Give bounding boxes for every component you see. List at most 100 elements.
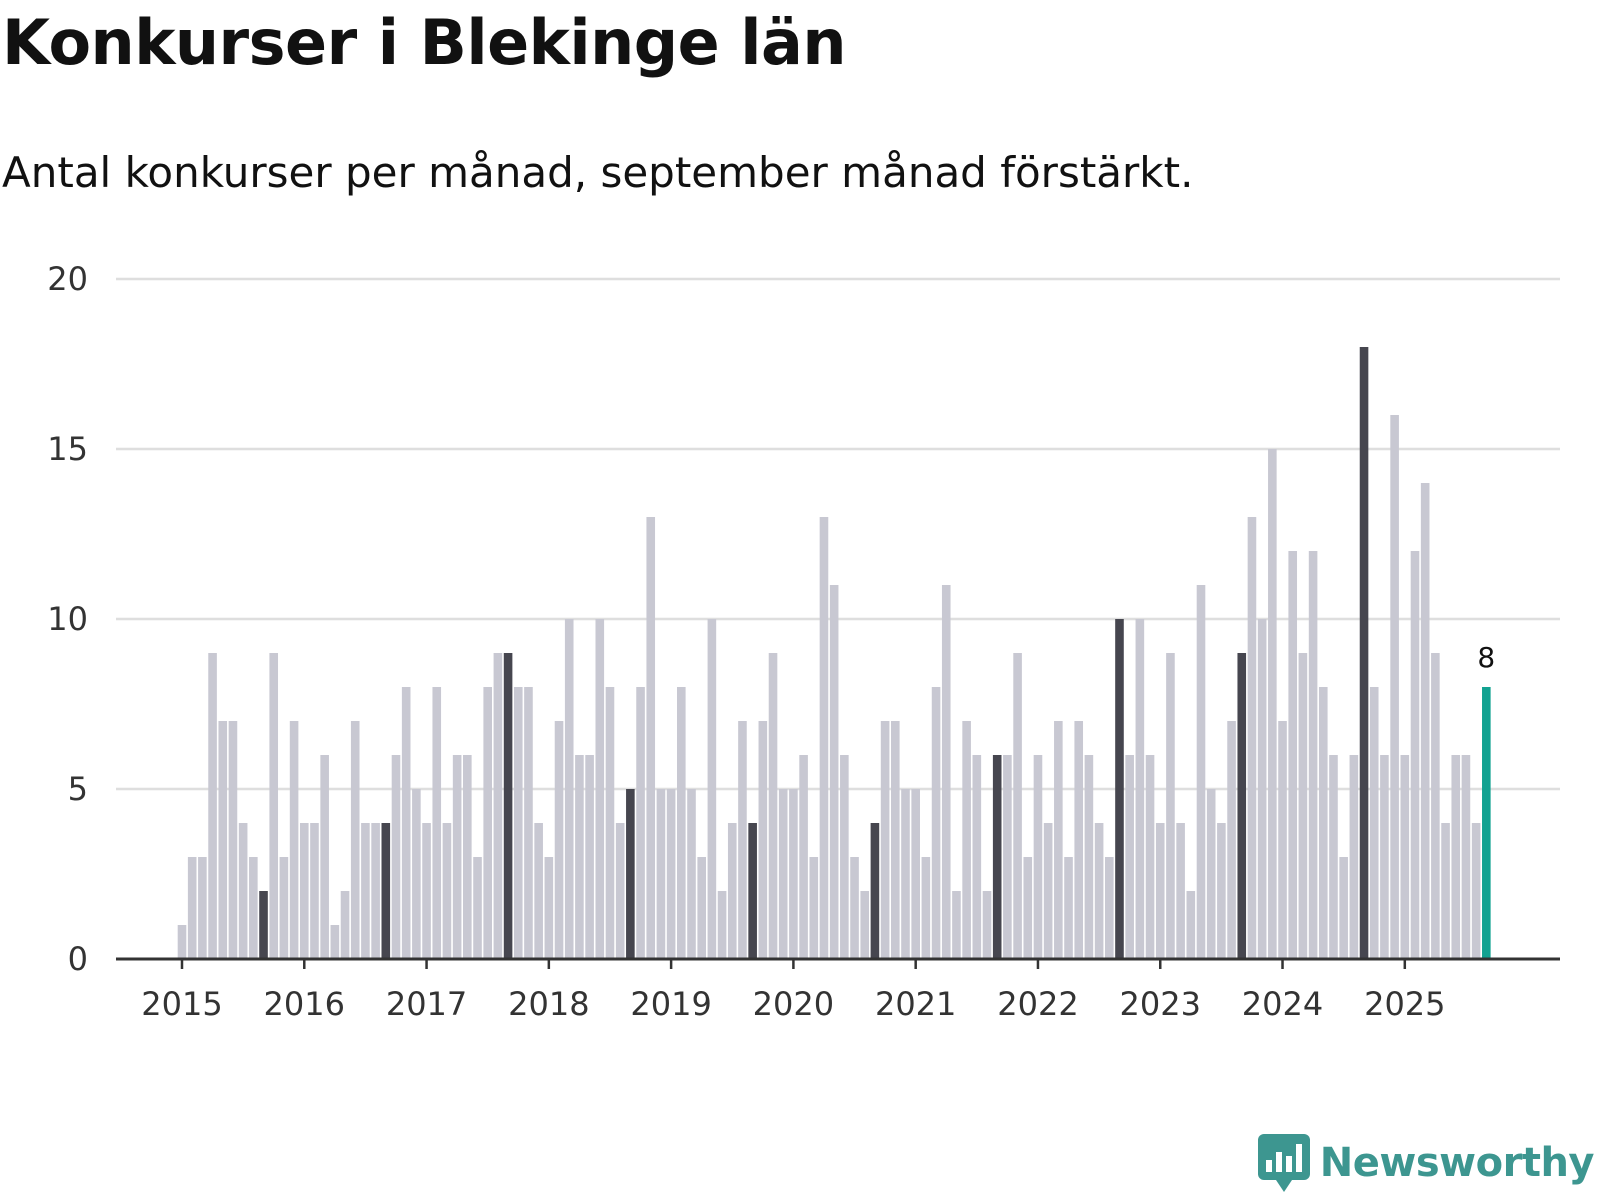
bar [534,823,543,959]
bar [1471,823,1481,959]
bar [371,823,380,959]
x-tick-label: 2015 [141,985,222,1023]
bar [1043,823,1053,959]
bar [1400,755,1410,959]
bar [1074,721,1084,959]
bar [880,721,890,959]
bar [442,823,452,959]
bar [249,857,258,959]
bar [1420,483,1430,959]
bars [177,347,1491,959]
y-tick-label: 15 [47,430,88,468]
bar [1369,687,1379,959]
bar-september [870,823,880,959]
bar [850,857,859,959]
bar [1318,687,1328,959]
bar-september [381,823,391,959]
x-tick-label: 2019 [630,985,711,1023]
bar [1451,755,1461,959]
bar [789,789,798,959]
bar [982,891,992,959]
bar [1054,721,1063,959]
x-tick-label: 2022 [997,985,1078,1023]
bar [269,653,279,959]
x-tick-label: 2018 [508,985,589,1023]
bar-chart: 2015 2016 2017 2018 2019 2020 2021 2022 2023 2024… [47,260,1560,1023]
bar [554,721,564,959]
bar [901,789,910,959]
bar [228,721,238,959]
bar [809,857,819,959]
chart-title: Konkurser i Blekinge län [2,6,847,79]
bar-september [992,755,1002,959]
newsworthy-logo-text: Newsworthy [1319,1140,1595,1186]
bar [1033,755,1043,959]
bar [1104,857,1114,959]
bar [1013,653,1022,959]
x-tick-label: 2025 [1364,985,1445,1023]
bar [1461,755,1471,959]
y-axis: 0 5 10 15 20 [47,260,88,978]
bar [758,721,768,959]
bar [187,857,197,959]
bar [177,925,187,959]
bar [1257,619,1267,959]
bar-september [1359,347,1369,959]
bar-september [748,823,757,959]
bar [1247,517,1257,959]
bar [636,687,645,959]
bar [340,891,350,959]
bar [687,789,696,959]
y-tick-label: 20 [47,260,88,298]
x-tick-label: 2024 [1242,985,1323,1023]
bar [1176,823,1185,959]
y-tick-label: 5 [68,770,88,808]
bar [1125,755,1134,959]
bar [666,789,676,959]
bar [1217,823,1226,959]
bar [463,755,472,959]
bar [1349,755,1359,959]
bar-september [503,653,513,959]
bar-september [259,891,268,959]
bar-latest [1482,687,1491,959]
bar [238,823,248,959]
bar [727,823,737,959]
x-tick-label: 2017 [386,985,467,1023]
data-labels: 8 [1477,641,1495,674]
bar [1410,551,1420,959]
bar [921,857,931,959]
bar [473,857,482,959]
bar [320,755,329,959]
bar [595,619,605,959]
bar [279,857,289,959]
bar [432,687,442,959]
newsworthy-logo[interactable]: Newsworthy [1257,1134,1595,1192]
bar [717,891,727,959]
bar [931,687,941,959]
newsworthy-logo-icon [1257,1134,1310,1192]
x-tick-label: 2020 [753,985,834,1023]
bar [697,857,706,959]
bar [361,823,370,959]
bar [493,653,503,959]
bar [299,823,309,959]
bar [422,823,431,959]
bar [585,755,594,959]
bar [1227,721,1236,959]
bar [1288,551,1298,959]
bar [483,687,492,959]
bar [891,721,900,959]
y-tick-label: 0 [68,940,88,978]
bar [1186,891,1196,959]
bar [524,687,533,959]
bar [799,755,808,959]
bar [738,721,747,959]
bar-september [626,789,635,959]
bar [289,721,299,959]
bar-september [1115,619,1124,959]
bar [1206,789,1216,959]
bar [1166,653,1175,959]
bar [646,517,656,959]
bar [952,891,961,959]
